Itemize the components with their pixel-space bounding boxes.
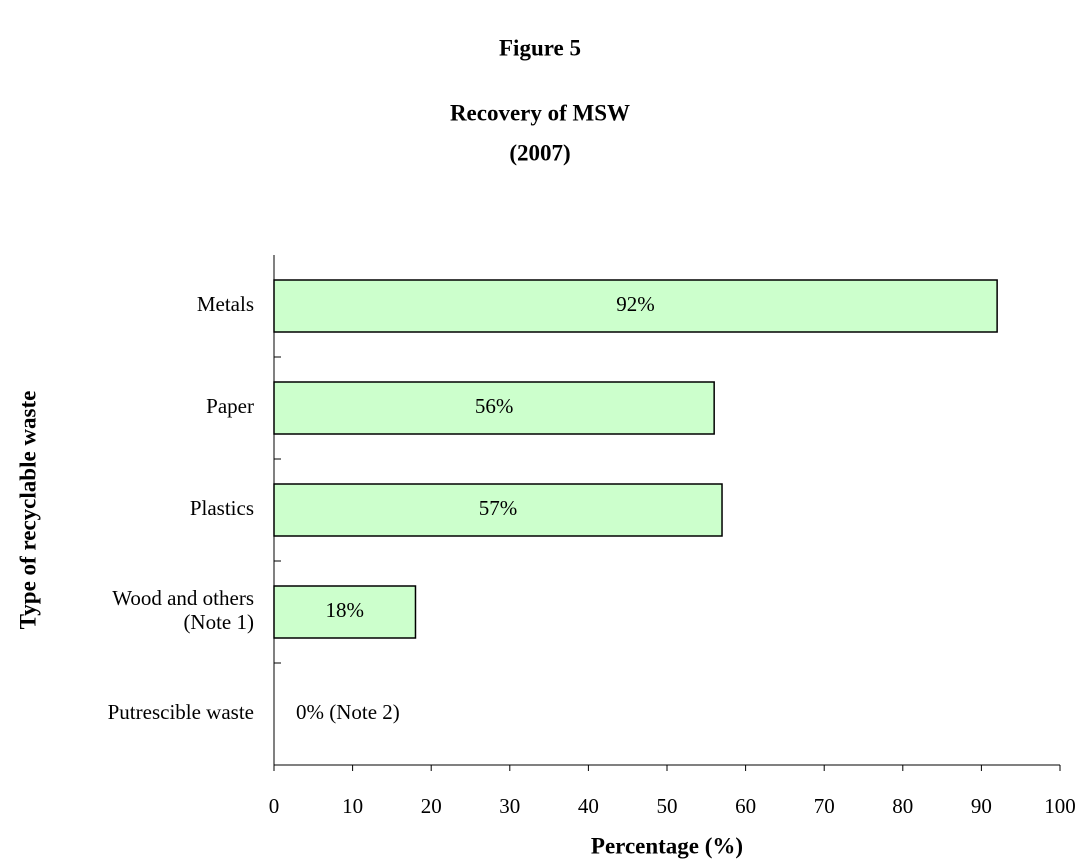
value-label: 57% (479, 496, 518, 520)
bar (273, 585, 417, 639)
x-tick-label: 80 (892, 794, 913, 818)
chart-subtitle: (2007) (509, 140, 570, 165)
x-tick-label: 90 (971, 794, 992, 818)
x-tick-label: 40 (578, 794, 599, 818)
x-tick-label: 50 (657, 794, 678, 818)
x-tick-label: 30 (499, 794, 520, 818)
x-axis-title: Percentage (%) (591, 833, 743, 858)
x-tick-label: 10 (342, 794, 363, 818)
value-label: 0% (Note 2) (296, 700, 400, 724)
y-tick-label: Paper (206, 394, 254, 418)
x-tick-label: 100 (1044, 794, 1076, 818)
figure-label: Figure 5 (499, 35, 581, 60)
y-tick-label: Wood and others (Note 1) (112, 586, 254, 634)
bar (273, 381, 715, 435)
value-label: 92% (616, 292, 655, 316)
chart-title: Recovery of MSW (450, 100, 630, 125)
value-label: 18% (325, 598, 364, 622)
x-tick-label: 70 (814, 794, 835, 818)
x-tick-label: 0 (269, 794, 280, 818)
y-tick-label: Putrescible waste (108, 700, 254, 724)
value-label: 56% (475, 394, 514, 418)
bar (273, 279, 998, 333)
y-tick-label: Metals (197, 292, 254, 316)
y-tick-label: Plastics (190, 496, 254, 520)
bar (273, 483, 723, 537)
y-axis-title: Type of recyclable waste (15, 391, 40, 630)
x-tick-label: 20 (421, 794, 442, 818)
x-tick-label: 60 (735, 794, 756, 818)
